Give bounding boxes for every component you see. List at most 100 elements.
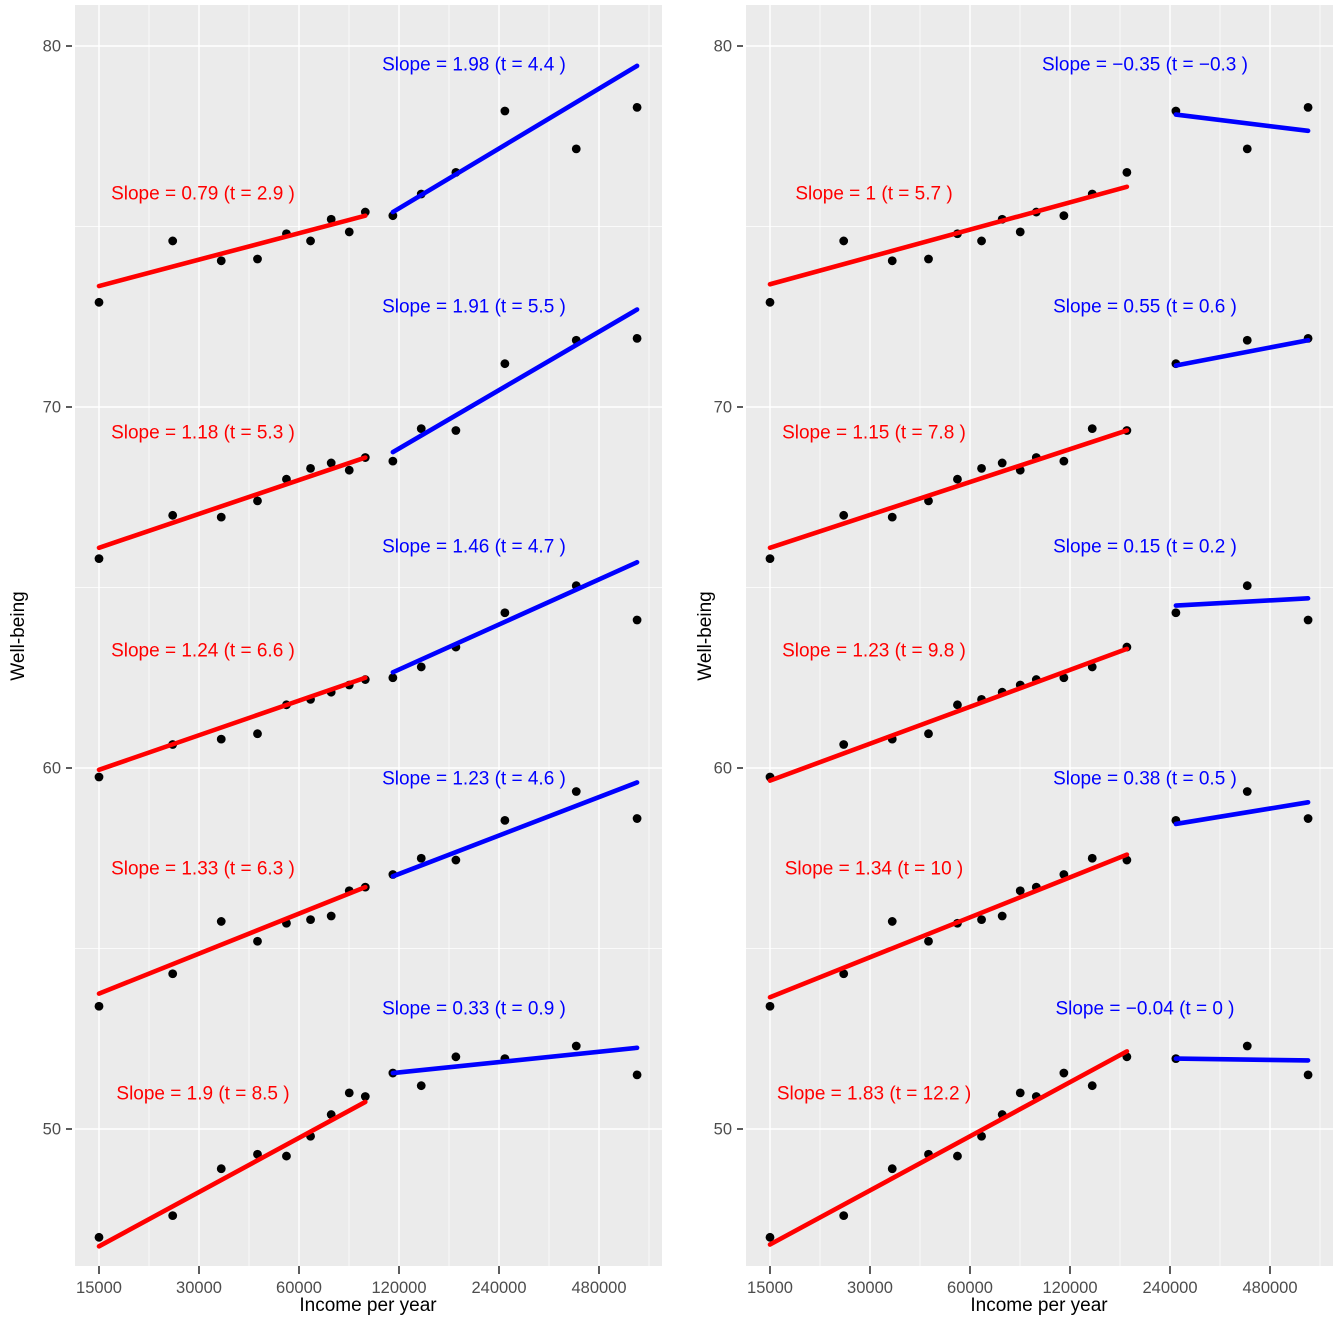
blue-fit-line	[390, 780, 640, 879]
data-point	[344, 227, 354, 237]
red-fit-line	[767, 646, 1130, 783]
data-point	[216, 734, 226, 744]
red-slope-label: Slope = 0.79 (t = 2.9 )	[111, 184, 295, 205]
red-slope-label: Slope = 1.33 (t = 6.3 )	[111, 859, 295, 880]
data-point	[1303, 615, 1313, 625]
data-point	[1059, 456, 1069, 466]
data-point	[451, 426, 461, 435]
data-point	[924, 254, 933, 264]
data-point	[216, 512, 226, 522]
data-point	[360, 1092, 370, 1101]
red-fit-line	[96, 213, 368, 289]
data-point	[1242, 144, 1252, 154]
data-point	[451, 855, 461, 865]
data-point	[1059, 211, 1069, 221]
data-point	[924, 936, 933, 946]
y-axis-title-right: Well-being	[695, 591, 716, 681]
data-point	[306, 236, 315, 246]
data-point	[977, 236, 986, 246]
blue-fit-line	[1173, 1056, 1311, 1063]
red-fit-line	[96, 884, 368, 996]
data-point	[500, 608, 510, 618]
data-point	[253, 496, 262, 506]
blue-slope-label: Slope = 1.98 (t = 4.4 )	[382, 55, 566, 76]
data-point	[839, 740, 849, 749]
data-point	[306, 463, 315, 473]
blue-slope-label: Slope = −0.35 (t = −0.3 )	[1042, 55, 1248, 76]
data-point	[1087, 1081, 1097, 1091]
data-point	[326, 214, 336, 224]
data-point	[500, 815, 510, 825]
blue-slope-label: Slope = 0.33 (t = 0.9 )	[382, 999, 566, 1020]
blue-slope-label: Slope = 1.46 (t = 4.7 )	[382, 537, 566, 558]
red-slope-label: Slope = 1 (t = 5.7 )	[795, 184, 952, 205]
data-point	[571, 144, 581, 154]
x-axis-tick-label: 15000	[76, 1279, 122, 1297]
data-point	[94, 297, 104, 307]
y-axis-tick-label: 70	[43, 399, 61, 417]
blue-fit-line	[1173, 596, 1311, 608]
data-point	[765, 554, 775, 564]
data-point	[997, 911, 1007, 921]
blue-fit-line	[1173, 799, 1311, 827]
data-point	[1059, 673, 1069, 683]
blue-fit-line	[1173, 337, 1311, 368]
data-point	[216, 1164, 226, 1174]
red-slope-label: Slope = 1.9 (t = 8.5 )	[116, 1084, 289, 1105]
red-slope-label: Slope = 1.24 (t = 6.6 )	[111, 641, 295, 662]
data-point	[1303, 1070, 1313, 1080]
data-point	[632, 615, 642, 625]
data-point	[839, 236, 849, 246]
data-point	[953, 474, 962, 484]
data-point	[765, 1001, 775, 1011]
data-point	[1015, 886, 1025, 896]
red-slope-label: Slope = 1.15 (t = 7.8 )	[782, 423, 966, 444]
blue-fit-line	[390, 559, 640, 675]
data-point	[94, 772, 104, 782]
data-point	[216, 256, 226, 266]
data-point	[168, 510, 178, 520]
data-point	[924, 729, 933, 739]
red-slope-label: Slope = 1.18 (t = 5.3 )	[111, 423, 295, 444]
data-point	[977, 463, 986, 473]
data-point	[1242, 1041, 1252, 1051]
data-point	[887, 917, 897, 926]
y-axis-tick-label: 50	[714, 1121, 732, 1139]
x-axis-tick-label: 15000	[747, 1279, 793, 1297]
data-point	[953, 1151, 962, 1161]
x-axis-tick-label: 240000	[471, 1279, 526, 1297]
data-point	[632, 1070, 642, 1080]
data-point	[416, 1081, 426, 1091]
data-point	[253, 936, 262, 946]
red-fit-line	[767, 1049, 1130, 1247]
blue-slope-label: Slope = 1.23 (t = 4.6 )	[382, 769, 566, 790]
data-point	[344, 465, 354, 475]
data-point	[168, 1211, 178, 1221]
x-axis-tick-label: 480000	[571, 1279, 626, 1297]
data-point	[839, 510, 849, 520]
data-point	[253, 1149, 262, 1159]
data-point	[765, 297, 775, 307]
data-point	[306, 915, 315, 925]
blue-slope-label: Slope = 0.55 (t = 0.6 )	[1053, 297, 1237, 318]
data-point	[953, 700, 962, 710]
y-axis-tick-label: 60	[714, 760, 732, 778]
data-point	[1303, 814, 1313, 823]
data-point	[765, 1232, 775, 1242]
data-point	[282, 1151, 291, 1161]
data-point	[1171, 608, 1181, 618]
data-point	[571, 1041, 581, 1051]
data-point	[887, 512, 897, 522]
data-point	[326, 458, 336, 468]
data-point	[632, 814, 642, 823]
data-point	[253, 254, 262, 264]
data-point	[1087, 853, 1097, 863]
data-point	[839, 1211, 849, 1221]
data-point	[326, 911, 336, 921]
data-point	[977, 1131, 986, 1141]
data-point	[94, 1232, 104, 1242]
panel-background	[746, 5, 1333, 1266]
data-point	[1122, 167, 1132, 177]
